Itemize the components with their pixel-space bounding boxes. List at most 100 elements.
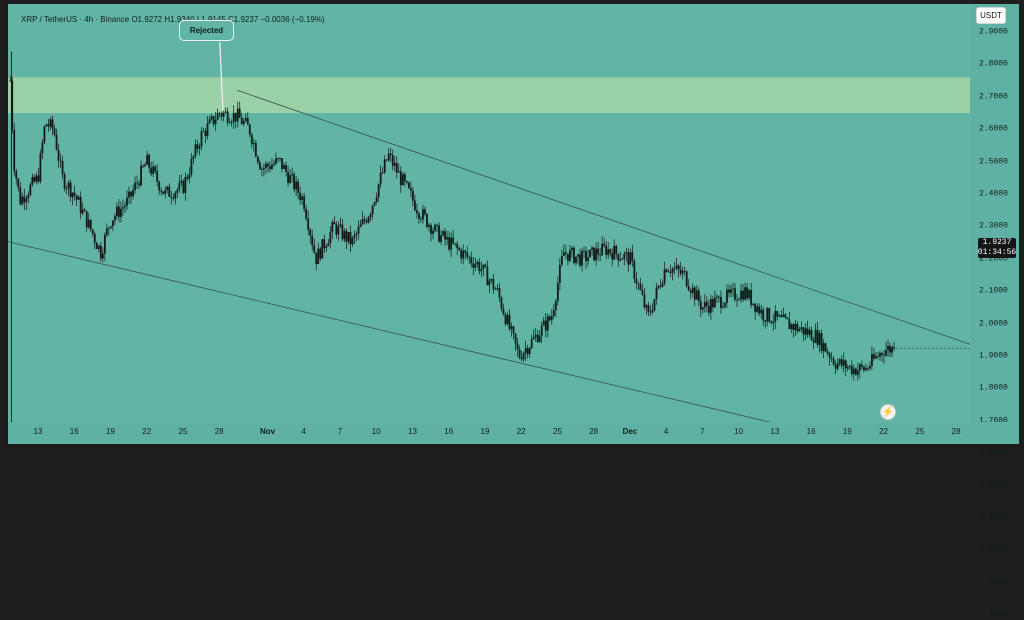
time-tick-label: 22 — [879, 427, 889, 436]
candle-body-130 — [271, 164, 273, 170]
candle-body-53 — [116, 206, 118, 217]
candle-body-228 — [468, 256, 471, 258]
candle-body-361 — [736, 299, 738, 301]
candle-body-243 — [498, 288, 501, 298]
candle-body-230 — [472, 263, 475, 268]
candle-body-224 — [460, 249, 463, 259]
candle-body-79 — [168, 186, 171, 197]
candle-body-7 — [23, 196, 26, 203]
candle-body-421 — [856, 370, 859, 375]
candle-body-310 — [633, 260, 636, 279]
candle-body-438 — [891, 347, 893, 353]
rejected-annotation[interactable]: Rejected — [179, 20, 234, 41]
candle-body-213 — [438, 225, 440, 242]
candle-body-117 — [244, 118, 247, 122]
candle-body-26 — [61, 160, 64, 175]
candle-body-174 — [359, 224, 362, 228]
candle-body-237 — [486, 266, 489, 286]
candle-body-214 — [440, 235, 442, 242]
candle-body-97 — [204, 130, 207, 136]
price-axis[interactable]: 2.9000 2.8000 2.7000 2.6000 2.5000 2.4000 2.30… — [970, 4, 1019, 620]
symbol-info-bar: XRP / TetherUS · 4h · Binance O1.9272 H1… — [21, 15, 325, 24]
candle-body-357 — [728, 289, 730, 293]
candle-body-341 — [695, 290, 698, 300]
candle-body-250 — [512, 326, 515, 334]
candle-body-346 — [705, 301, 708, 306]
candle-body-333 — [679, 269, 682, 274]
candle-body-437 — [889, 345, 891, 353]
candle-body-356 — [726, 289, 728, 303]
chart-plot-area[interactable]: XRP / TetherUS · 4h · Binance O1.9272 H1… — [8, 4, 970, 422]
candle-body-263 — [538, 335, 541, 342]
candle-body-360 — [734, 288, 736, 300]
candle-body-48 — [105, 228, 108, 235]
candle-body-251 — [514, 333, 517, 344]
candle-body-146 — [303, 196, 306, 210]
axis-corner — [970, 422, 1019, 444]
candle-body-101 — [212, 116, 215, 125]
candle-body-375 — [764, 320, 767, 322]
candle-body-378 — [770, 321, 773, 323]
candle-body-88 — [186, 176, 189, 179]
last-price-tag: 1.9237 01:34:56 — [978, 238, 1016, 258]
candle-body-161 — [333, 222, 336, 225]
candle-body-16 — [41, 142, 44, 154]
candle-body-57 — [124, 205, 126, 208]
currency-button[interactable]: USDT — [976, 7, 1006, 24]
candle-body-249 — [510, 326, 513, 329]
candle-body-409 — [832, 358, 835, 365]
candle-body-407 — [828, 353, 831, 359]
candle-body-416 — [846, 367, 849, 369]
candle-body-68 — [146, 154, 149, 165]
candle-body-65 — [140, 165, 142, 186]
candle-body-19 — [47, 124, 50, 127]
candle-body-366 — [746, 287, 748, 299]
candle-body-319 — [651, 310, 654, 313]
flash-icon[interactable]: ⚡ — [880, 404, 896, 420]
candle-body-217 — [446, 237, 449, 240]
candle-body-315 — [643, 294, 646, 308]
candle-body-379 — [772, 321, 775, 323]
candle-body-128 — [267, 163, 269, 167]
time-axis-labels: 13 16 19 22 25 28 Nov 4 7 10 13 16 19 22 25 28 Dec 4 7 10 13… — [8, 422, 970, 444]
candle-body-8 — [25, 198, 28, 203]
candle-body-23 — [55, 134, 58, 150]
resistance-zone — [8, 77, 970, 113]
time-axis[interactable]: 13 16 19 22 25 28 Nov 4 7 10 13 16 19 22 25 28 Dec 4 7 10 13… — [8, 422, 970, 444]
candle-body-28 — [65, 188, 68, 190]
price-tick-label: 1.6000 — [979, 448, 1008, 458]
candlestick-chart[interactable] — [8, 4, 970, 422]
candle-body-262 — [536, 334, 539, 342]
candle-body-6 — [21, 196, 24, 205]
candle-body-201 — [413, 200, 416, 211]
candle-body-25 — [59, 160, 62, 162]
price-tick-label: 2.5000 — [979, 157, 1008, 167]
candle-body-274 — [560, 255, 563, 265]
candle-body-259 — [530, 339, 533, 348]
candle-body-104 — [218, 113, 221, 114]
time-tick-label: 7 — [700, 427, 705, 436]
symbol-name[interactable]: XRP / TetherUS · 4h · Binance — [21, 15, 130, 24]
candle-body-118 — [246, 118, 249, 125]
candle-body-95 — [200, 131, 203, 147]
candle-body-12 — [33, 176, 36, 182]
candle-body-182 — [375, 197, 378, 202]
time-tick-label: Dec — [622, 427, 638, 436]
candle-body-208 — [428, 224, 430, 227]
candle-body-371 — [756, 306, 759, 312]
candle-body-125 — [260, 169, 263, 170]
candle-body-196 — [403, 174, 406, 182]
price-tick-label: 1.3000 — [979, 545, 1008, 555]
candle-body-291 — [595, 248, 597, 261]
candle-body-431 — [877, 356, 879, 357]
candle-body-382 — [778, 315, 781, 317]
candle-body-149 — [309, 229, 312, 236]
candle-body-178 — [367, 217, 370, 223]
ohlc-close: C1.9237 — [228, 15, 259, 24]
candle-body-38 — [85, 211, 88, 228]
candle-body-24 — [57, 149, 60, 161]
candle-body-200 — [411, 190, 414, 201]
candle-body-232 — [476, 262, 479, 265]
candle-body-376 — [766, 308, 769, 322]
candle-body-433 — [881, 352, 883, 355]
